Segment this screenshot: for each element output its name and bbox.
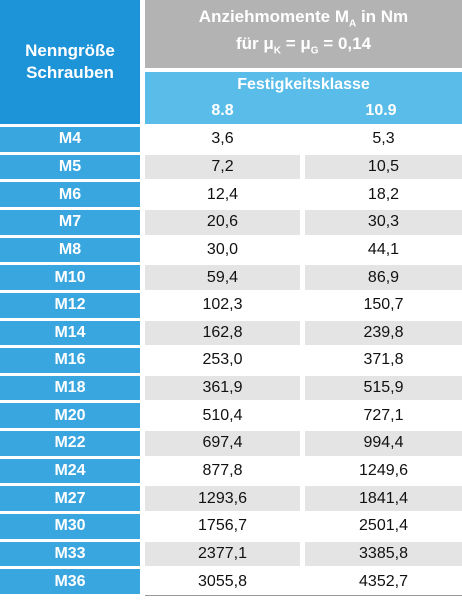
value-cell: 361,9 — [145, 375, 300, 401]
row-header: Nenngröße Schrauben — [0, 0, 140, 124]
row-label: M4 — [0, 127, 140, 152]
value-cell: 150,7 — [363, 296, 404, 314]
value-cell: 4352,7 — [359, 572, 408, 590]
value-cell: 44,1 — [367, 240, 400, 258]
value-cell: 59,4 — [145, 265, 300, 290]
row-label: M36 — [0, 569, 140, 594]
bottom-rule — [145, 595, 462, 596]
text: Anziehmomente M — [198, 6, 349, 26]
header-line: Nenngröße — [25, 41, 115, 60]
value-cell: 20,6 — [145, 209, 300, 235]
value-cell: 1249,6 — [359, 462, 408, 480]
row-label: M24 — [0, 458, 140, 484]
row-label: M22 — [0, 431, 140, 456]
header-line: Schrauben — [26, 63, 114, 82]
row-label: M20 — [0, 403, 140, 429]
value-cell: 1293,6 — [145, 486, 300, 512]
class-header: 10.9 — [300, 98, 462, 124]
title-line: für μK = μG = 0,14 — [236, 34, 371, 61]
value-cell: 162,8 — [145, 320, 300, 346]
value-cell: 371,8 — [363, 351, 404, 369]
row-label: M16 — [0, 348, 140, 373]
value-cell: 253,0 — [202, 351, 243, 369]
row-label: M5 — [0, 154, 140, 180]
subscript: G — [310, 45, 319, 57]
text: = 0,14 — [323, 34, 372, 53]
value-cell: 7,2 — [145, 154, 300, 180]
value-cell: 18,2 — [367, 185, 400, 203]
value-cell: 994,4 — [305, 431, 462, 456]
row-label: M6 — [0, 182, 140, 207]
value-cell: 1756,7 — [198, 517, 247, 535]
value-cell: 3055,8 — [198, 572, 247, 590]
row-label: M33 — [0, 541, 140, 567]
value-cell: 515,9 — [305, 375, 462, 401]
text: für μ — [235, 34, 274, 53]
value-cell: 10,5 — [305, 154, 462, 180]
row-label: M14 — [0, 320, 140, 346]
subscript: K — [273, 45, 281, 57]
title-header: Anziehmomente MA in Nm für μK = μG = 0,1… — [145, 0, 462, 68]
row-label: M7 — [0, 209, 140, 235]
title-line: Anziehmomente MA in Nm — [199, 7, 408, 34]
value-cell: 239,8 — [305, 320, 462, 346]
value-cell: 877,8 — [202, 462, 243, 480]
value-cell: 30,0 — [206, 240, 239, 258]
value-cell: 86,9 — [305, 265, 462, 290]
row-label: M8 — [0, 237, 140, 263]
value-cell: 2377,1 — [145, 541, 300, 567]
text: = μ — [285, 34, 311, 53]
value-cell: 3385,8 — [305, 541, 462, 567]
value-cell: 102,3 — [202, 296, 243, 314]
text: in Nm — [360, 6, 409, 26]
row-label: M27 — [0, 486, 140, 512]
row-label: M30 — [0, 514, 140, 539]
value-cell: 2501,4 — [359, 517, 408, 535]
value-cell: 12,4 — [206, 185, 239, 203]
value-cell: 5,3 — [372, 130, 395, 148]
row-label: M12 — [0, 292, 140, 318]
class-label: Festigkeitsklasse — [145, 72, 462, 98]
row-label: M10 — [0, 265, 140, 290]
value-cell: 510,4 — [202, 406, 243, 424]
row-label: M18 — [0, 375, 140, 401]
value-cell: 30,3 — [305, 209, 462, 235]
class-header: 8.8 — [145, 98, 300, 124]
value-cell: 1841,4 — [305, 486, 462, 512]
value-cell: 727,1 — [363, 406, 404, 424]
value-cell: 697,4 — [145, 431, 300, 456]
subscript: A — [348, 18, 357, 29]
value-cell: 3,6 — [211, 130, 234, 148]
